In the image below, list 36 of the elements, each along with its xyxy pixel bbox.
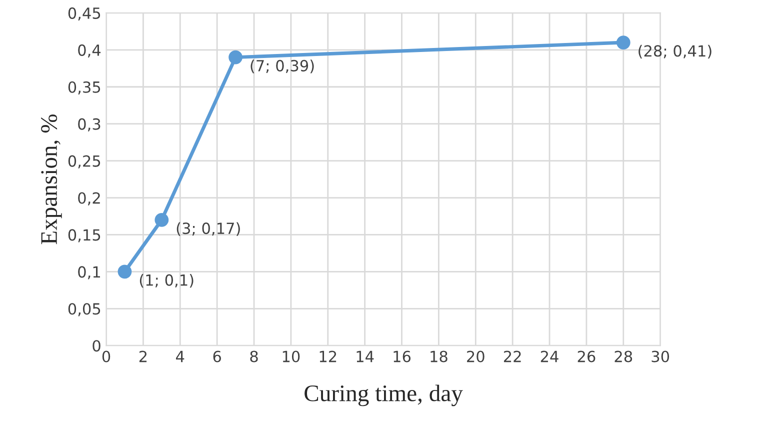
x-tick-label: 22 [504,350,521,362]
x-tick-label: 4 [176,350,184,362]
point [118,264,132,279]
x-tick-label: 10 [282,350,300,362]
x-tick-label: 6 [213,350,221,362]
x-tick-label: 30 [652,350,670,362]
data-label: (3; 0,17) [176,222,240,236]
x-tick-label: 8 [250,350,258,362]
x-tick-label: 28 [614,350,632,362]
data-label: (28; 0,41) [638,44,712,58]
y-tick-label: 0,1 [78,266,100,280]
point [616,36,630,50]
x-tick-label: 12 [320,350,336,362]
y-tick-label: 0 [92,340,100,352]
point [154,212,169,227]
y-tick-label: 0,25 [68,155,100,168]
x-tick-label: 24 [540,350,558,362]
x-tick-label: 2 [139,350,147,362]
data-label: (1; 0,1) [140,274,194,288]
x-tick-label: 26 [578,350,596,362]
y-tick-label: 0,2 [78,192,100,206]
y-tick-label: 0,05 [68,303,100,316]
x-tick-label: 18 [430,350,448,362]
y-tick-label: 0,15 [68,229,100,242]
x-tick-label: 0 [102,350,110,362]
point [228,50,242,64]
x-tick-label: 16 [394,350,411,362]
x-tick-label: 14 [356,350,374,362]
y-axis-title: Expansion, % [41,114,62,244]
y-tick-label: 0,3 [78,118,100,132]
data-label: (7; 0,39) [250,60,314,74]
x-tick-label: 20 [467,350,484,362]
x-axis-title: Curing time, day [304,384,463,406]
y-tick-label: 0,4 [78,44,101,58]
y-tick-label: 0,35 [68,81,100,94]
y-tick-label: 0,45 [68,7,100,21]
